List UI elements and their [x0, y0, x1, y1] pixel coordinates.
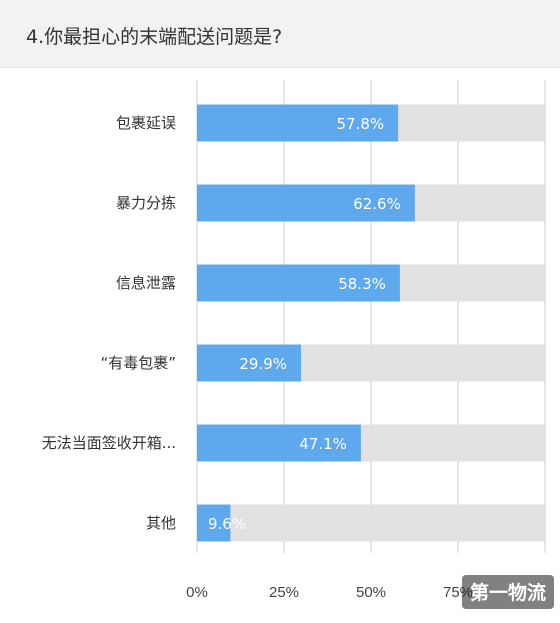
category-label: 其他	[146, 514, 176, 532]
bar	[197, 424, 361, 462]
bar-track	[197, 504, 545, 542]
bar-chart: 包裹延误 57.8% 暴力分拣 62.6% 信息泄露 58.3% “有毒包裹” 29.9% 无法…	[42, 80, 546, 601]
category-label: 暴力分拣	[116, 194, 176, 212]
value-label: 57.8%	[336, 115, 384, 133]
question-title: 4.你最担心的末端配送问题是?	[26, 26, 283, 48]
bar	[197, 344, 302, 382]
x-tick-label: 50%	[356, 584, 386, 601]
bar	[197, 504, 231, 542]
question-header: 4.你最担心的末端配送问题是?	[0, 0, 560, 68]
category-label: 包裹延误	[116, 114, 176, 132]
watermark-logo: 第一物流	[462, 575, 554, 609]
value-label: 62.6%	[353, 195, 401, 213]
watermark-text: 第一物流	[470, 581, 546, 604]
x-tick-label: 25%	[269, 584, 299, 601]
value-label: 58.3%	[338, 275, 386, 293]
bar	[197, 184, 415, 222]
grid-layer	[196, 80, 546, 553]
bar-layer	[197, 104, 545, 542]
bar	[197, 264, 400, 302]
tick-layer: 0% 25% 50% 75%	[186, 584, 473, 601]
category-label: 信息泄露	[116, 274, 176, 292]
bar	[197, 104, 399, 142]
x-tick-label: 0%	[186, 584, 208, 601]
category-label: 无法当面签收开箱...	[42, 434, 176, 452]
label-layer: 包裹延误 57.8% 暴力分拣 62.6% 信息泄露 58.3% “有毒包裹” 29.9% 无法…	[42, 114, 401, 533]
value-label: 9.6%	[208, 515, 246, 533]
value-label: 47.1%	[299, 435, 347, 453]
value-label: 29.9%	[239, 355, 287, 373]
category-label: “有毒包裹”	[100, 354, 176, 372]
